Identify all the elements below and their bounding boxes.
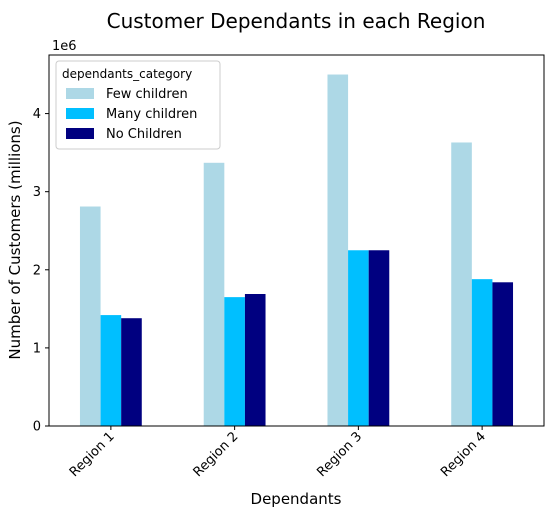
bar-many-children-region-1 xyxy=(100,315,122,426)
bar-many-children-region-2 xyxy=(224,297,245,426)
bar-few-children-region-2 xyxy=(203,162,225,427)
bar-many-children-region-4 xyxy=(471,279,493,426)
bar-no-children-region-4 xyxy=(492,282,514,426)
x-tick-label: Region 1 xyxy=(67,429,118,480)
legend-label: No Children xyxy=(106,127,182,142)
legend-swatch xyxy=(66,128,94,139)
bar-few-children-region-1 xyxy=(79,206,101,426)
legend-label: Few children xyxy=(106,87,188,102)
y-tick-label: 1 xyxy=(33,341,41,356)
y-offset-label: 1e6 xyxy=(52,39,77,54)
y-tick-label: 0 xyxy=(33,420,41,435)
legend-title: dependants_category xyxy=(62,67,192,81)
x-axis-ticks: Region 1 Region 2 Region 3 Region 4 xyxy=(67,426,489,480)
x-tick-label: Region 4 xyxy=(438,429,489,480)
bar-few-children-region-3 xyxy=(327,74,349,426)
y-axis-label: Number of Customers (millions) xyxy=(6,120,24,359)
y-tick-label: 3 xyxy=(33,185,41,200)
legend-label: Many children xyxy=(106,107,197,122)
x-tick-label: Region 3 xyxy=(314,429,365,480)
x-axis-label: Dependants xyxy=(251,490,342,508)
chart-title: Customer Dependants in each Region xyxy=(107,9,486,33)
y-tick-label: 4 xyxy=(33,107,41,122)
x-tick-label: Region 2 xyxy=(191,429,242,480)
bar-many-children-region-3 xyxy=(348,250,369,426)
legend: dependants_category Few children Many chi… xyxy=(55,60,221,150)
bar-no-children-region-2 xyxy=(244,294,266,426)
plot-frame xyxy=(48,54,545,427)
y-tick-label: 2 xyxy=(33,263,41,278)
legend-swatch xyxy=(66,108,94,119)
y-axis-ticks: 0 1 2 3 4 xyxy=(33,107,49,435)
bars-group xyxy=(79,74,514,427)
bar-few-children-region-4 xyxy=(451,142,472,427)
legend-entries: Few children Many children No Children xyxy=(66,87,197,142)
legend-frame xyxy=(55,60,221,150)
bar-no-children-region-1 xyxy=(121,318,142,426)
legend-swatch xyxy=(66,88,94,99)
bar-no-children-region-3 xyxy=(368,250,390,426)
